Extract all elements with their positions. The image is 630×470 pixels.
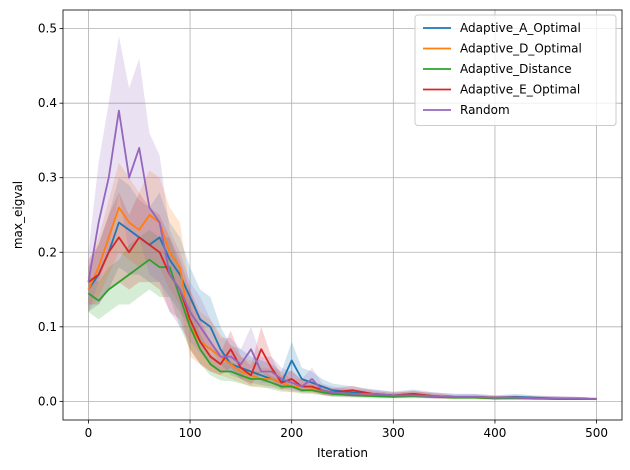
adaptive-e-optimal-legend-label: Adaptive_E_Optimal	[460, 83, 580, 97]
random-legend-label: Random	[460, 103, 510, 117]
random-line	[87, 109, 597, 400]
y-tick-label: 0.3	[38, 171, 57, 185]
legend-frame	[414, 14, 617, 126]
y-tick-label: 0.5	[38, 22, 57, 36]
y-tick-label: 0.4	[38, 96, 57, 110]
x-axis-label: Iteration	[317, 446, 368, 460]
x-tick-label: 400	[484, 426, 507, 440]
y-tick-label: 0.1	[38, 320, 57, 334]
series-lines	[87, 109, 597, 401]
y-tick-label: 0.2	[38, 245, 57, 259]
random-band	[88, 36, 597, 400]
y-axis-label: max_eigval	[11, 181, 25, 249]
adaptive-a-optimal-band	[88, 177, 597, 400]
y-axis-ticks: 0.0 0.1 0.2 0.3 0.4 0.5	[38, 22, 63, 408]
x-tick-label: 0	[85, 426, 93, 440]
x-axis-ticks: 0 100 200 300 400 500	[85, 420, 608, 440]
adaptive-distance-legend-label: Adaptive_Distance	[460, 62, 572, 76]
adaptive-d-optimal-band	[88, 162, 597, 400]
legend: Adaptive_A_Optimal Adaptive_D_Optimal Adap…	[414, 14, 617, 126]
adaptive-a-optimal-legend-label: Adaptive_A_Optimal	[460, 21, 581, 35]
plot-area-frame	[62, 9, 623, 421]
x-tick-label: 100	[179, 426, 202, 440]
y-tick-label: 0.0	[38, 394, 57, 408]
x-tick-label: 300	[382, 426, 405, 440]
x-tick-label: 500	[585, 426, 608, 440]
x-tick-label: 200	[280, 426, 303, 440]
adaptive-distance-band	[88, 229, 597, 400]
adaptive-d-optimal-legend-label: Adaptive_D_Optimal	[460, 42, 582, 56]
